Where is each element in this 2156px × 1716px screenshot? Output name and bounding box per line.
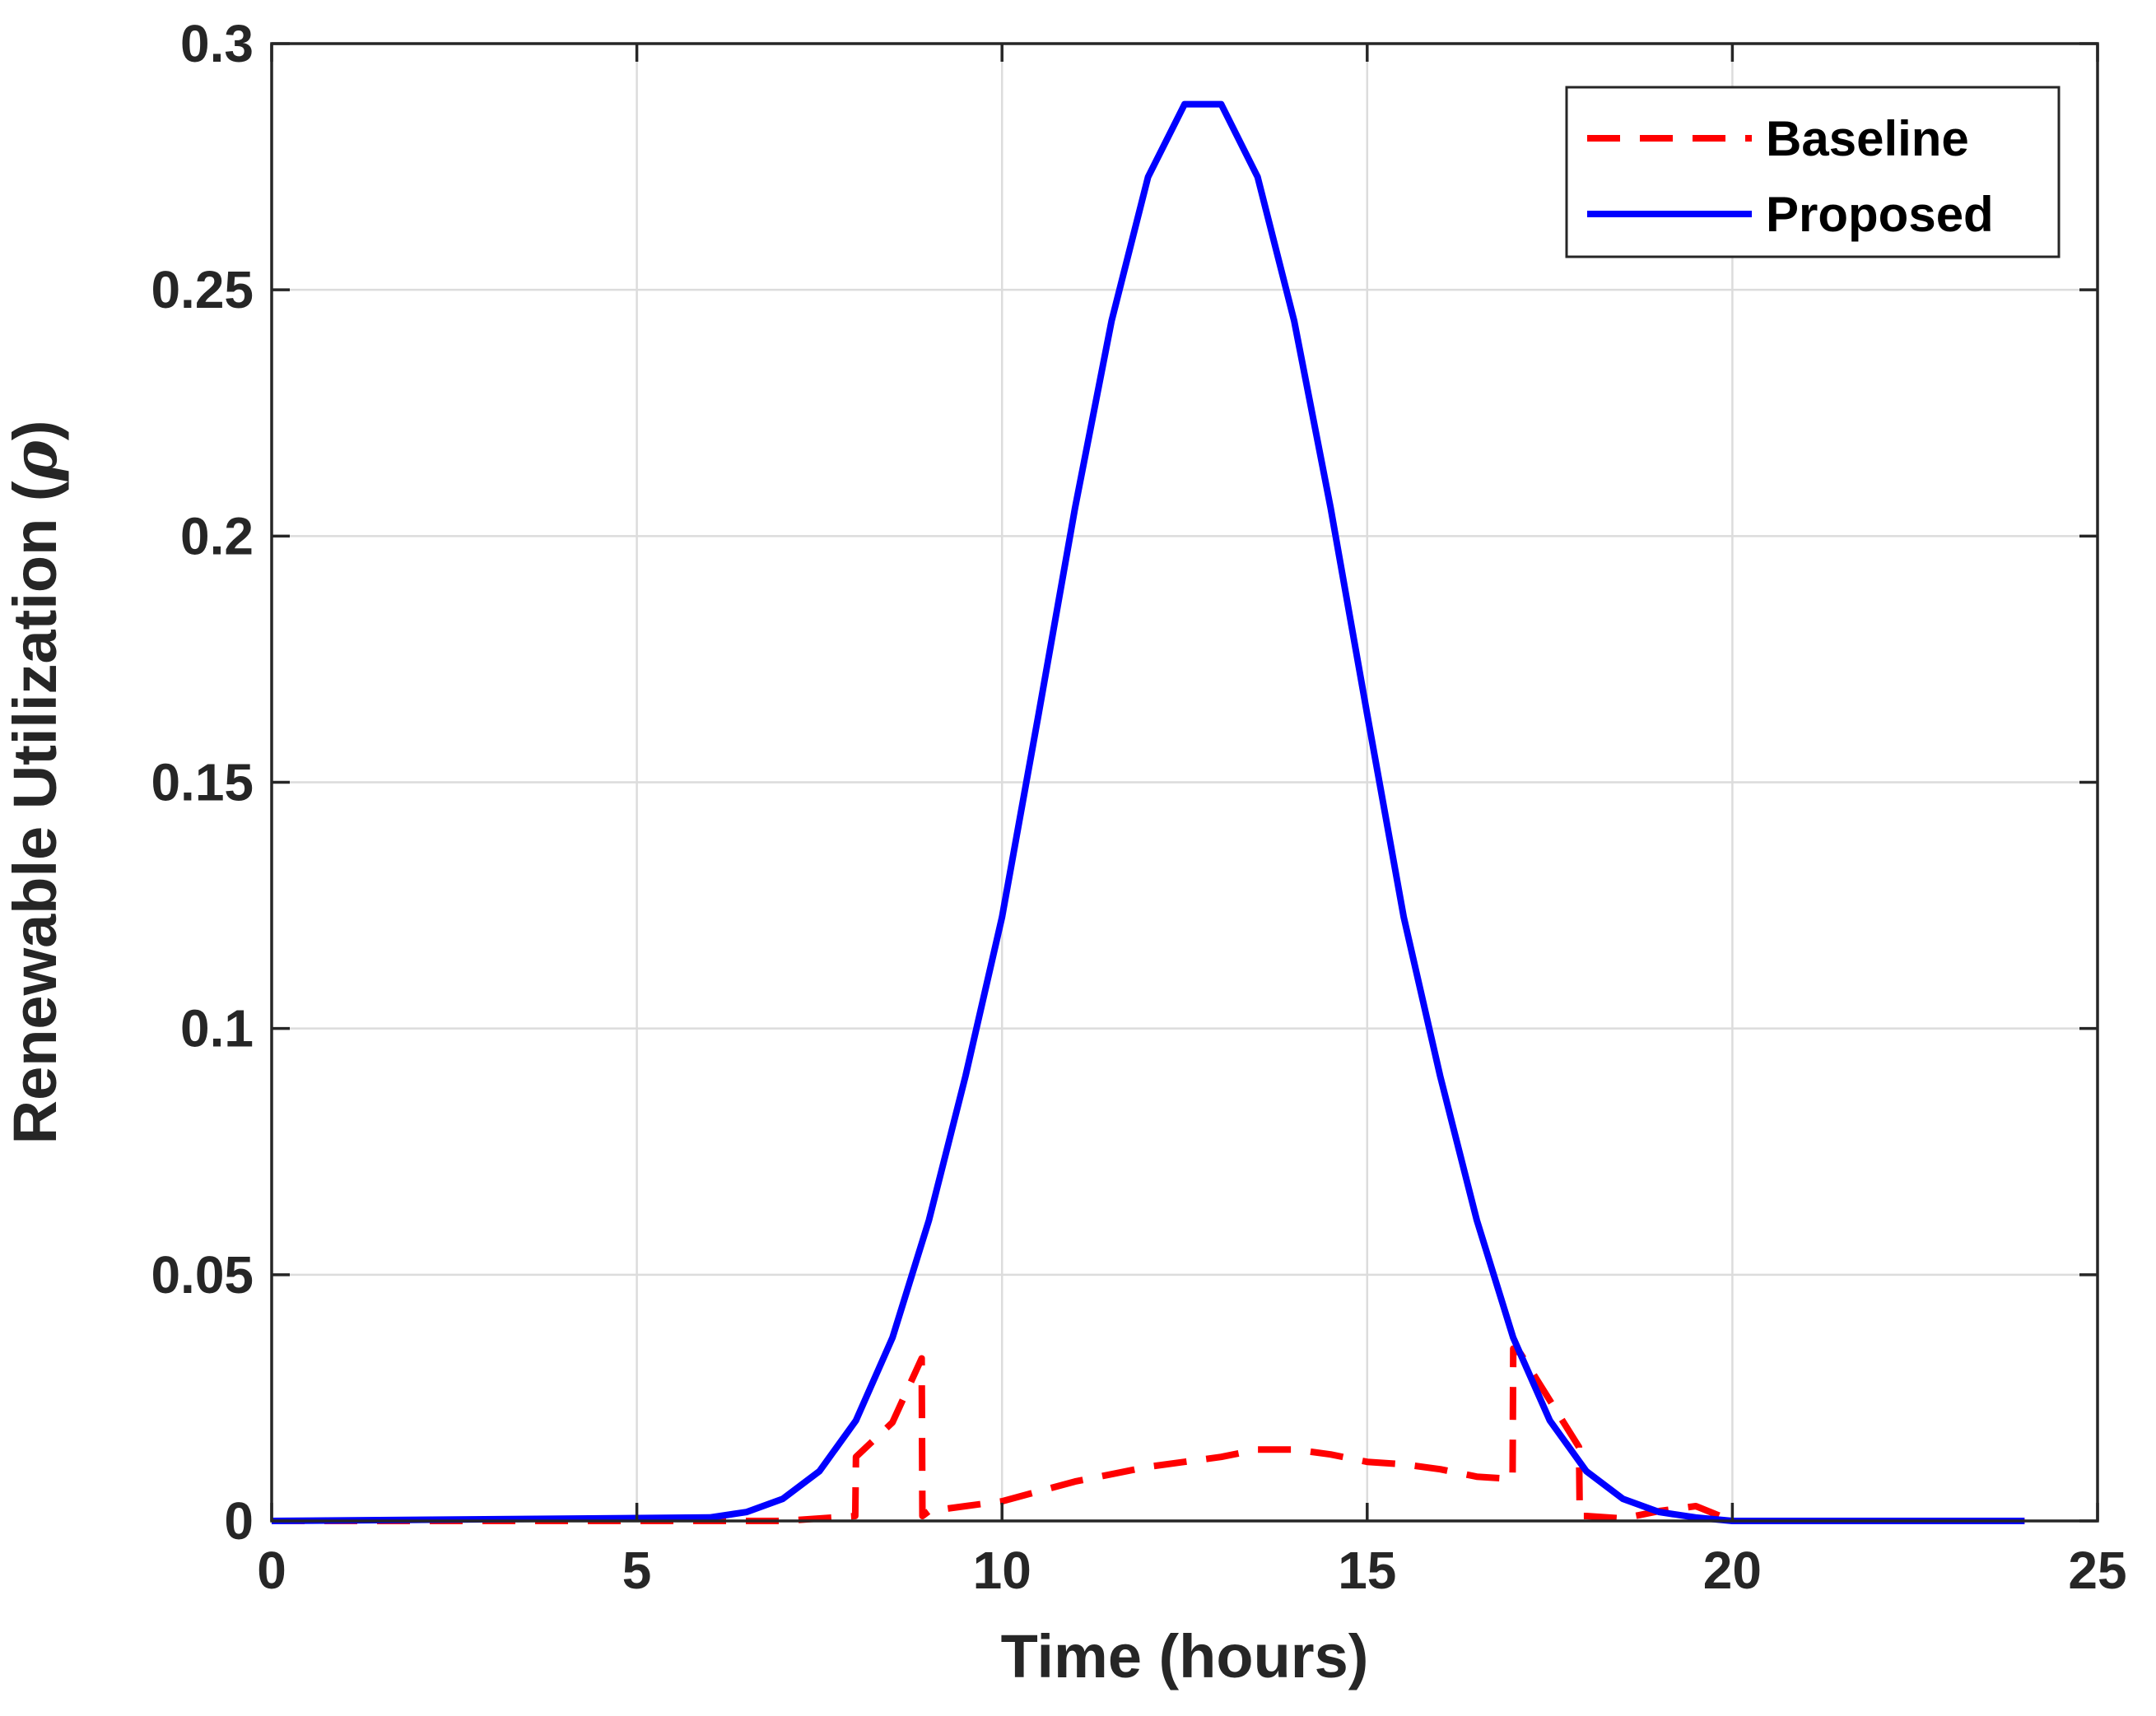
legend-label-proposed: Proposed bbox=[1766, 187, 1994, 242]
x-axis-label: Time (hours) bbox=[1001, 1622, 1369, 1690]
legend-label-baseline: Baseline bbox=[1766, 111, 1969, 166]
x-tick-label: 10 bbox=[973, 1541, 1031, 1600]
legend: Baseline Proposed bbox=[1565, 86, 2061, 258]
y-axis-label-text: Renewable Utilization ( bbox=[1, 481, 69, 1144]
y-axis-label: Renewable Utilization (ρ) bbox=[0, 421, 71, 1145]
series-group bbox=[271, 100, 2025, 1524]
y-tick-label: 0 bbox=[224, 1491, 254, 1551]
y-tick-label: 0.2 bbox=[180, 506, 254, 565]
x-tick-label: 15 bbox=[1338, 1541, 1396, 1600]
ticks bbox=[270, 42, 2099, 1523]
y-tick-label: 0.15 bbox=[151, 753, 254, 812]
legend-box bbox=[1565, 86, 2061, 258]
y-tick-label: 0.25 bbox=[151, 260, 254, 319]
y-tick-label: 0.1 bbox=[180, 999, 254, 1058]
y-tick-label: 0.3 bbox=[180, 14, 254, 73]
x-tick-label: 20 bbox=[1703, 1541, 1762, 1600]
x-tick-label: 5 bbox=[622, 1541, 652, 1600]
y-axis-label-close: ) bbox=[1, 421, 69, 441]
tick-labels: 0 5 10 15 20 25 0 0.05 0.1 0.15 0.2 0.25 0.3 bbox=[151, 14, 2126, 1600]
series-line-proposed bbox=[271, 100, 2025, 1524]
y-tick-label: 0.05 bbox=[151, 1245, 254, 1304]
x-tick-label: 0 bbox=[257, 1541, 286, 1600]
series-line-baseline bbox=[272, 1345, 2025, 1524]
x-tick-label: 25 bbox=[2068, 1541, 2126, 1600]
grid bbox=[270, 42, 2099, 1523]
y-axis-label-symbol: ρ bbox=[0, 440, 71, 482]
